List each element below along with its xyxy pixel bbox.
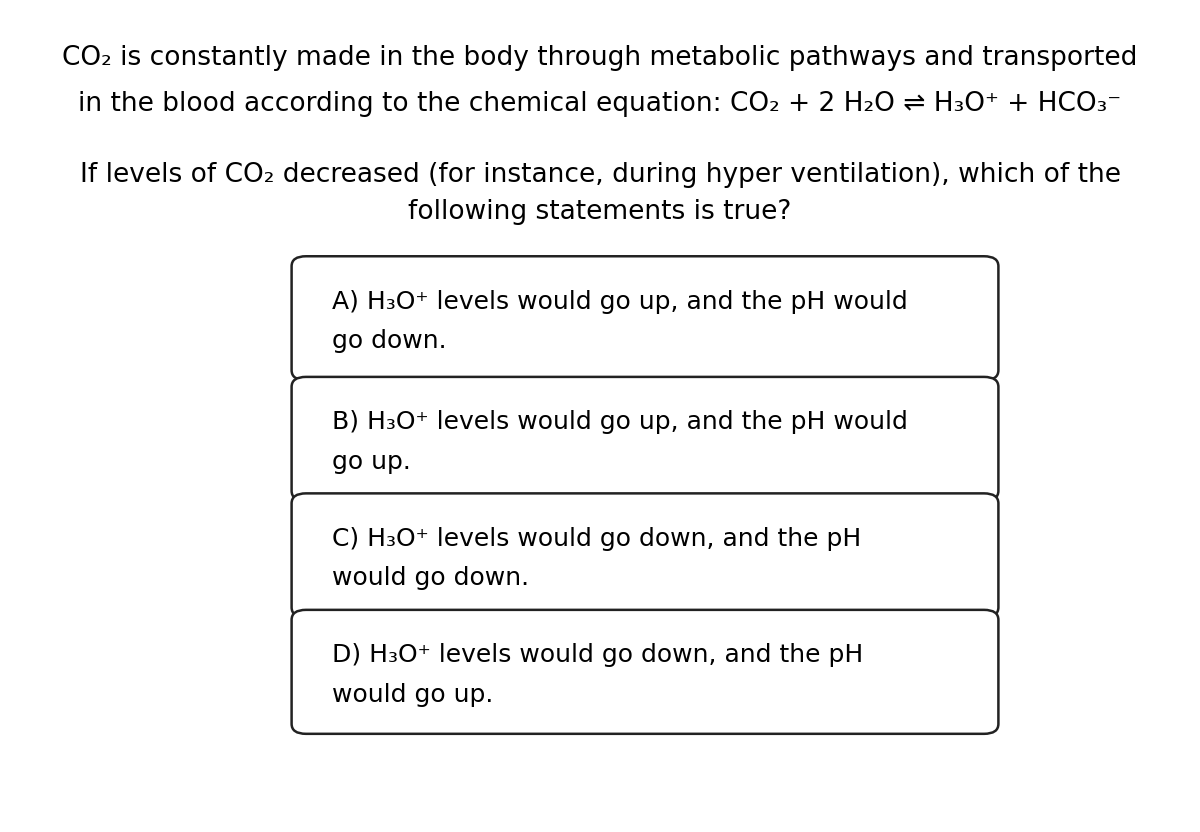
Text: would go down.: would go down. [332,567,529,590]
FancyBboxPatch shape [292,377,998,501]
FancyBboxPatch shape [292,256,998,380]
Text: C) H₃O⁺ levels would go down, and the pH: C) H₃O⁺ levels would go down, and the pH [332,527,862,551]
Text: CO₂ is constantly made in the body through metabolic pathways and transported: CO₂ is constantly made in the body throu… [62,45,1138,72]
Text: in the blood according to the chemical equation: CO₂ + 2 H₂O ⇌ H₃O⁺ + HCO₃⁻: in the blood according to the chemical e… [78,91,1122,117]
Text: If levels of CO₂ decreased (for instance, during hyper ventilation), which of th: If levels of CO₂ decreased (for instance… [79,161,1121,188]
Text: go down.: go down. [332,329,448,353]
Text: go up.: go up. [332,450,412,473]
Text: B) H₃O⁺ levels would go up, and the pH would: B) H₃O⁺ levels would go up, and the pH w… [332,410,908,434]
Text: D) H₃O⁺ levels would go down, and the pH: D) H₃O⁺ levels would go down, and the pH [332,643,864,667]
FancyBboxPatch shape [292,493,998,617]
Text: following statements is true?: following statements is true? [408,199,792,225]
FancyBboxPatch shape [292,610,998,734]
Text: would go up.: would go up. [332,683,493,706]
Text: A) H₃O⁺ levels would go up, and the pH would: A) H₃O⁺ levels would go up, and the pH w… [332,290,908,314]
